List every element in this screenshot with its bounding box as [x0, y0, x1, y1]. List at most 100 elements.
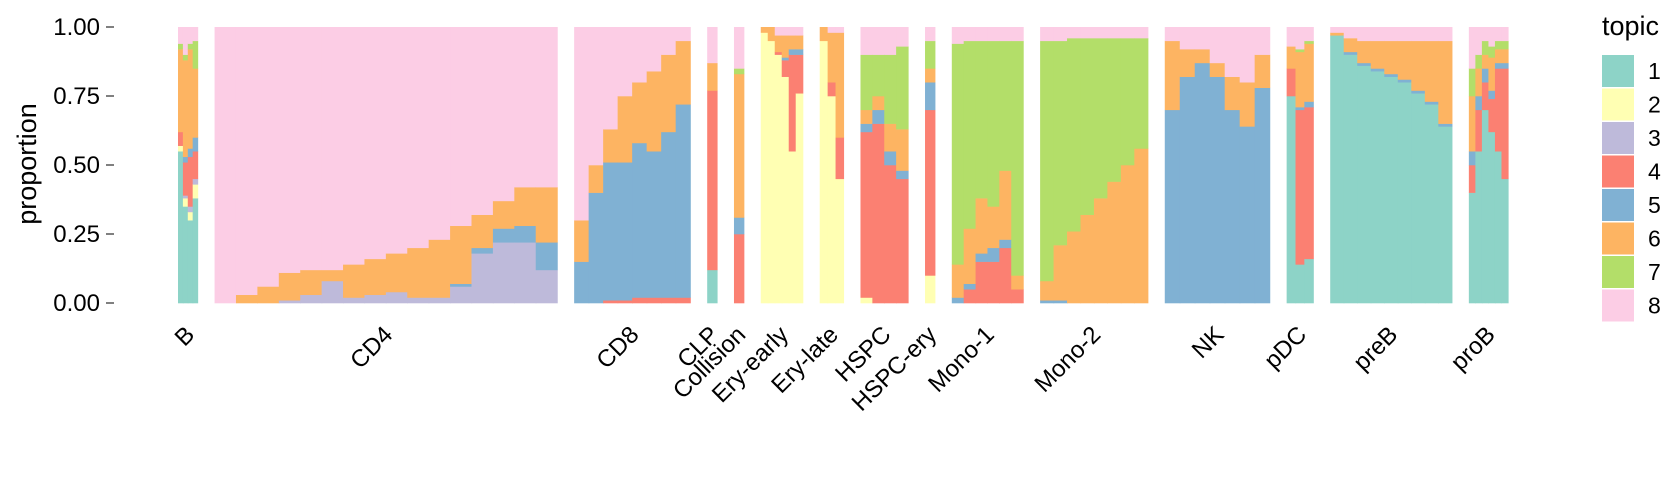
legend-label: 4 — [1648, 159, 1661, 185]
cluster-Mono-1 — [951, 27, 1024, 304]
topic-8-segment — [1384, 27, 1399, 42]
cluster-Collision — [733, 27, 745, 304]
topic-6-segment — [1209, 62, 1226, 77]
topic-6-segment — [788, 35, 797, 50]
topic-6-segment — [1194, 49, 1211, 64]
topic-7-segment — [1080, 38, 1095, 215]
topic-8-segment — [1011, 27, 1024, 42]
topic-6-segment — [603, 129, 619, 163]
topic-8-segment — [1494, 27, 1503, 42]
topic-6-segment — [588, 165, 604, 193]
legend-label: 3 — [1648, 125, 1661, 151]
topic-8-segment — [1397, 27, 1412, 42]
topic-6-segment — [321, 269, 344, 282]
topic-8-segment — [999, 27, 1012, 42]
cluster-pDC — [1286, 27, 1314, 304]
topic-6-segment — [178, 49, 184, 133]
topic-8-segment — [733, 27, 745, 69]
legend-key — [1602, 122, 1634, 154]
topic-5-segment — [1209, 76, 1226, 304]
topic-7-segment — [1494, 40, 1503, 50]
topic-3-segment — [407, 297, 430, 304]
topic-8-segment — [1120, 27, 1135, 39]
topic-5-segment — [1239, 126, 1256, 304]
topic-6-segment — [1224, 76, 1241, 111]
topic-6-segment — [471, 214, 494, 249]
topic-2-segment — [774, 54, 783, 304]
topic-6-segment — [884, 123, 897, 152]
cluster-label: preB — [1348, 321, 1403, 376]
topic-5-segment — [450, 283, 473, 287]
topic-4-segment — [963, 289, 977, 304]
topic-5-segment — [999, 239, 1012, 249]
topic-6-segment — [1093, 198, 1108, 304]
legend-label: 8 — [1648, 293, 1661, 319]
topic-4-segment — [661, 297, 677, 304]
topic-4-segment — [999, 247, 1012, 304]
topic-1-segment — [1468, 192, 1476, 304]
topic-4-segment — [835, 137, 845, 180]
legend-label: 1 — [1648, 58, 1661, 84]
topic-7-segment — [1053, 40, 1068, 246]
cluster-label: pDC — [1259, 321, 1312, 374]
topic-4-segment — [632, 297, 648, 304]
cluster-label: Mono-2 — [1030, 321, 1107, 398]
topic-6-segment — [872, 96, 885, 111]
topic-5-segment — [733, 217, 745, 235]
topic-6-segment — [1239, 82, 1256, 127]
topic-6-segment — [827, 32, 837, 83]
topic-6-segment — [987, 206, 1000, 249]
topic-8-segment — [182, 27, 189, 55]
topic-6-segment — [1438, 40, 1453, 124]
cluster-Ery-late — [819, 27, 845, 304]
topic-5-segment — [1494, 62, 1503, 69]
topic-6-segment — [407, 247, 430, 298]
topic-8-segment — [1254, 27, 1271, 55]
topic-6-segment — [1384, 40, 1399, 75]
topic-7-segment — [1501, 40, 1509, 50]
cluster-preB — [1330, 27, 1453, 304]
topic-8-segment — [781, 27, 790, 36]
topic-5-segment — [471, 247, 494, 254]
topic-8-segment — [535, 27, 558, 188]
topic-8-segment — [835, 27, 845, 33]
legend-key — [1602, 289, 1634, 322]
topic-6-segment — [733, 73, 745, 218]
topic-4-segment — [774, 51, 783, 55]
topic-1-segment — [1424, 104, 1439, 304]
topic-5-segment — [574, 261, 590, 304]
topic-8-segment — [192, 27, 199, 42]
cluster-CD4 — [214, 27, 558, 304]
y-axis-title: proportion — [12, 103, 42, 225]
cluster-label: CD8 — [591, 321, 644, 374]
topic-3-segment — [364, 294, 387, 304]
topic-7-segment — [1481, 40, 1490, 55]
topic-7-segment — [733, 68, 745, 75]
topic-7-segment — [975, 40, 989, 199]
topic-1-segment — [1397, 82, 1412, 304]
topic-5-segment — [1370, 68, 1385, 72]
topic-7-segment — [1295, 49, 1305, 53]
topic-6-segment — [1295, 51, 1305, 108]
topic-5-segment — [896, 170, 909, 180]
topic-6-segment — [1357, 40, 1372, 64]
cluster-CD8 — [574, 27, 691, 304]
topic-8-segment — [1488, 27, 1496, 47]
y-tick-label: 0.75 — [53, 83, 100, 110]
topic-8-segment — [343, 27, 366, 265]
topic-3-segment — [187, 206, 194, 213]
topic-6-segment — [617, 96, 633, 163]
topic-1-segment — [1343, 54, 1358, 304]
topic-8-segment — [1209, 27, 1226, 64]
topic-6-segment — [492, 200, 515, 229]
topic-8-segment — [1304, 27, 1314, 42]
topic-8-segment — [514, 27, 537, 188]
topic-4-segment — [1494, 68, 1503, 152]
topic-8-segment — [646, 27, 662, 72]
topic-3-segment — [514, 242, 537, 304]
cluster-HSPC — [860, 27, 909, 304]
topic-4-segment — [646, 297, 662, 304]
topic-4-segment — [827, 82, 837, 97]
topic-7-segment — [182, 54, 189, 61]
topic-5-segment — [963, 283, 977, 290]
